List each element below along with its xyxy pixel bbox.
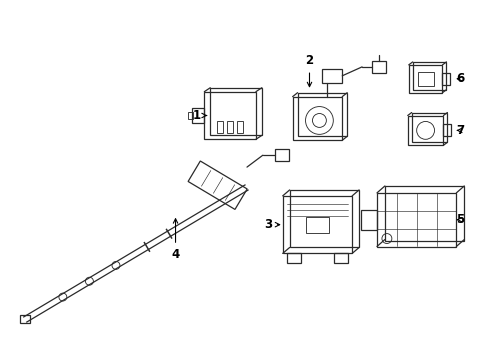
Bar (334, 253, 347, 264)
Bar (371, 61, 385, 73)
Bar (210, 88, 262, 135)
Text: 4: 4 (171, 219, 179, 261)
Bar (282, 196, 351, 253)
Bar (217, 121, 223, 133)
FancyArrowPatch shape (225, 185, 234, 201)
Bar (305, 217, 328, 233)
Bar (443, 125, 450, 136)
Bar (188, 161, 246, 210)
Bar (408, 65, 442, 93)
Bar (204, 92, 255, 139)
Bar (237, 121, 243, 133)
Bar (407, 116, 443, 145)
Bar (274, 149, 288, 161)
Bar (192, 108, 204, 123)
Text: 3: 3 (263, 218, 279, 231)
Text: 6: 6 (455, 72, 464, 85)
FancyArrowPatch shape (201, 171, 210, 186)
Bar (188, 112, 193, 120)
Bar (411, 113, 447, 142)
Bar (417, 72, 433, 86)
Text: 7: 7 (455, 124, 464, 137)
Bar (442, 73, 449, 85)
Bar (286, 253, 300, 264)
Bar (226, 121, 233, 133)
Bar (322, 69, 342, 83)
Bar (292, 96, 342, 140)
Bar (20, 315, 30, 323)
Bar (412, 62, 446, 90)
Text: 1: 1 (192, 109, 206, 122)
FancyArrowPatch shape (213, 177, 223, 193)
Bar (360, 210, 376, 230)
Bar (289, 190, 358, 247)
Bar (376, 193, 455, 247)
Bar (297, 93, 346, 136)
Bar (384, 186, 463, 240)
Text: 5: 5 (455, 213, 464, 226)
Text: 2: 2 (305, 54, 313, 87)
